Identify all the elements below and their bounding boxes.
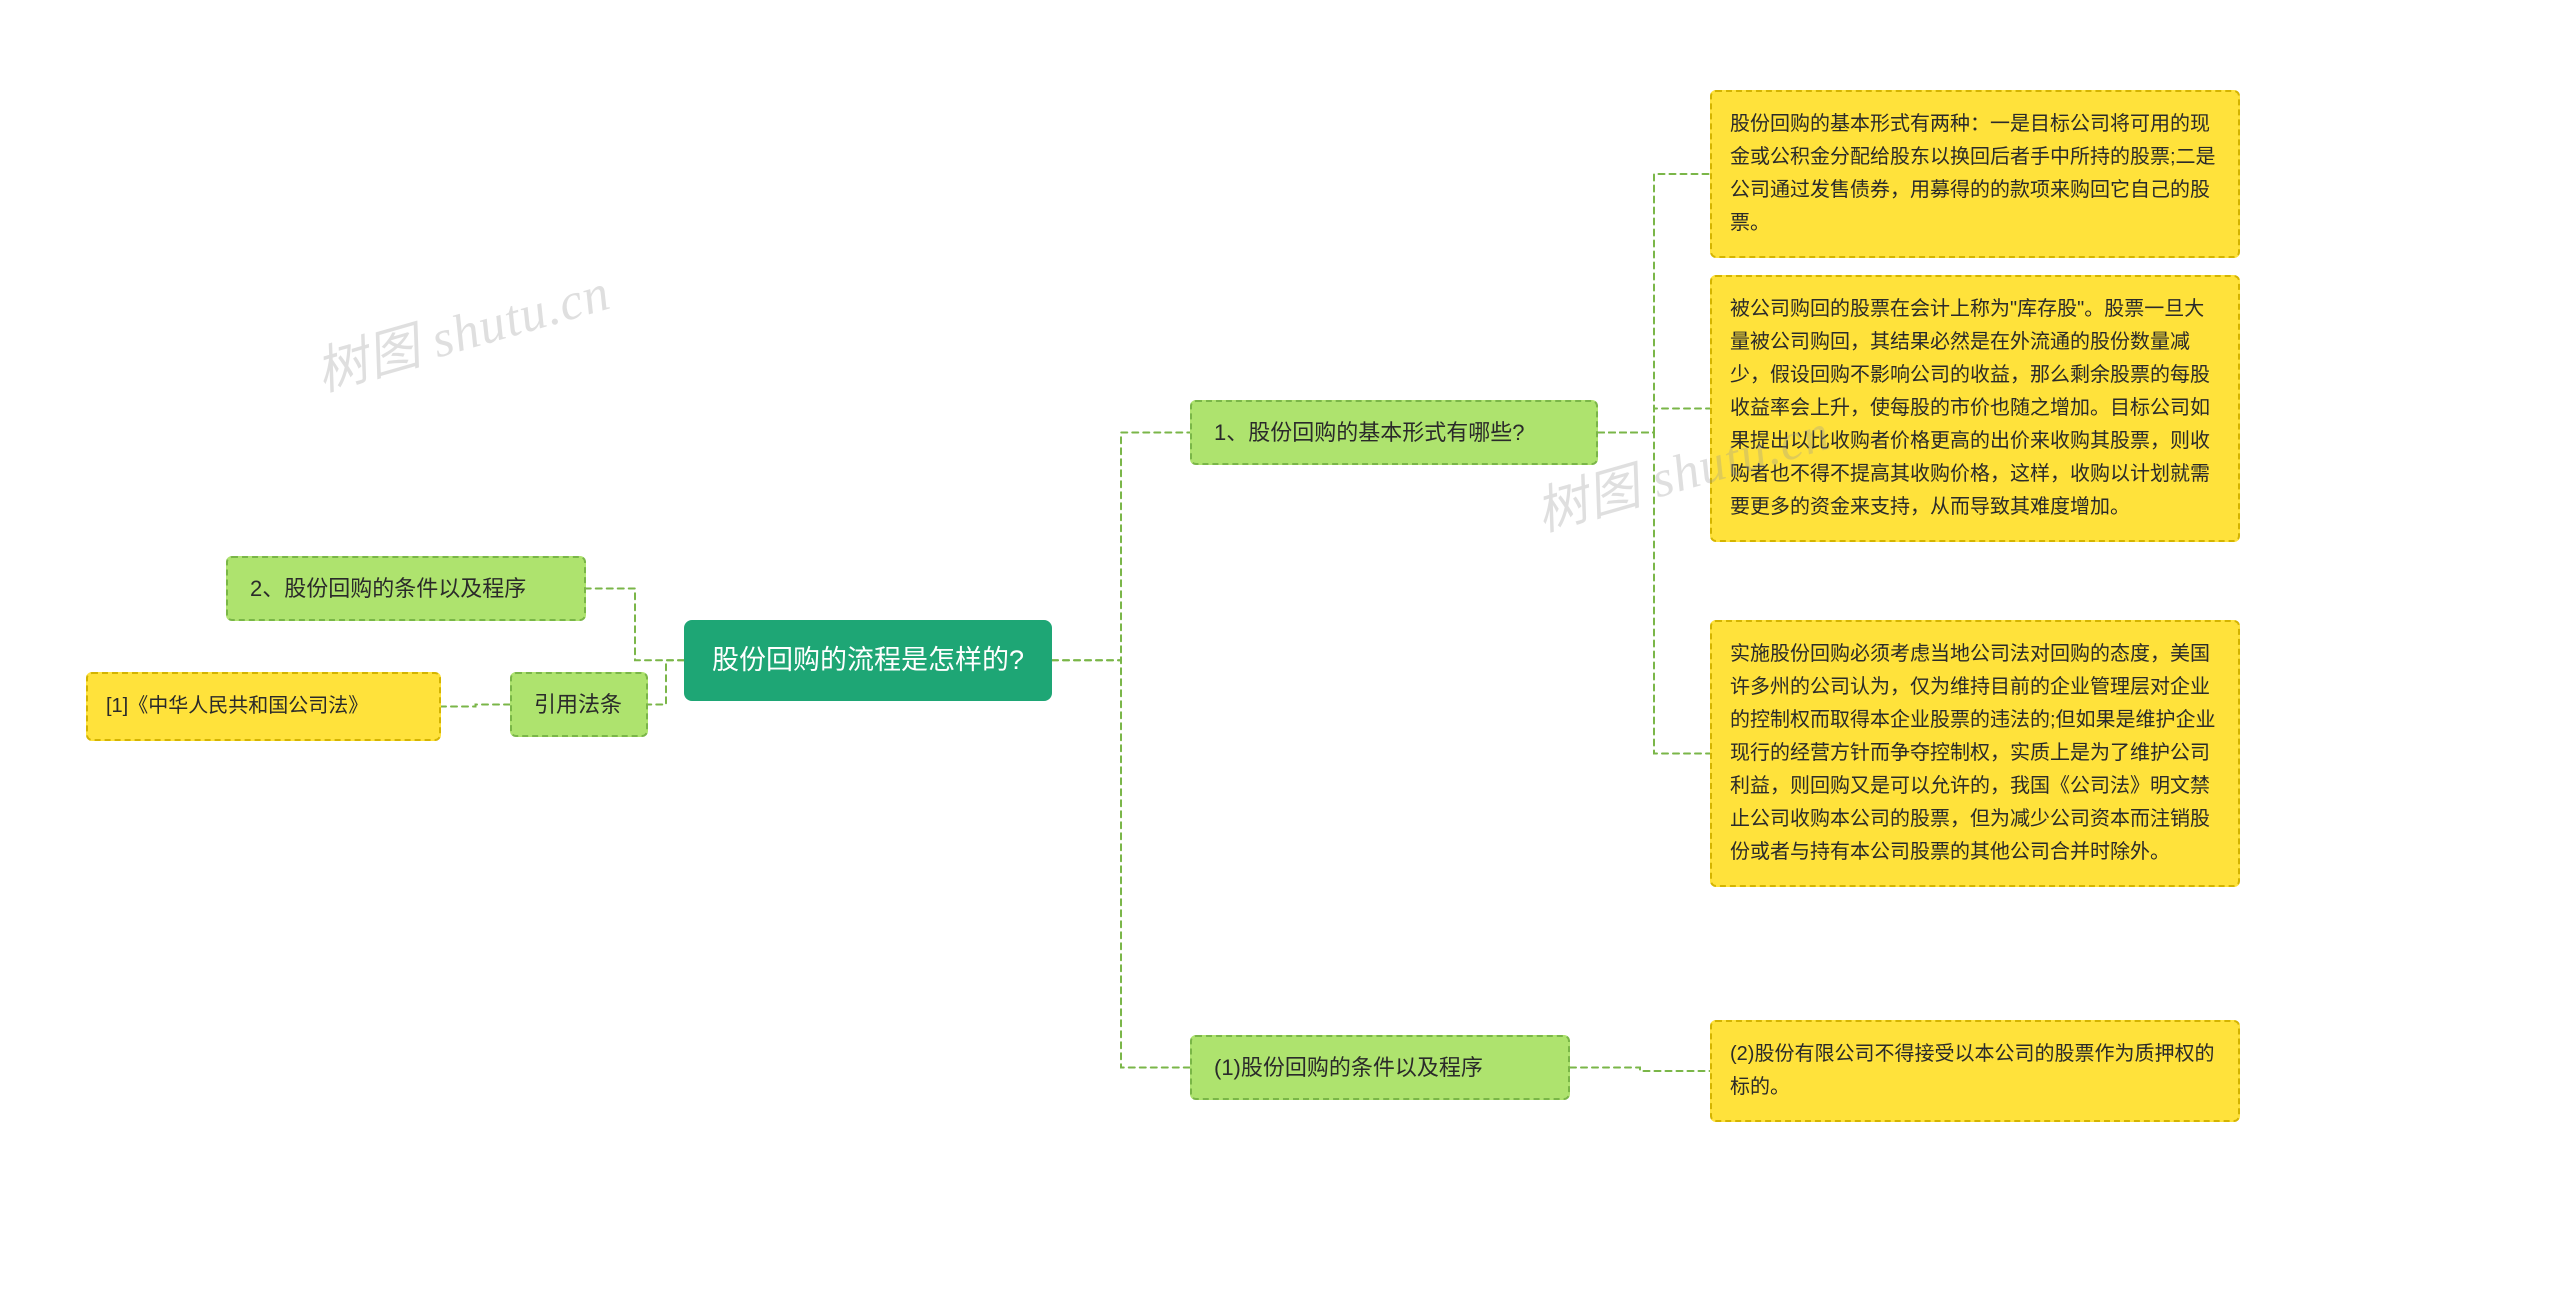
watermark-text: 树图 shutu.cn [306,250,618,406]
leaf-company-law-citation: [1]《中华人民共和国公司法》 [86,672,441,741]
leaf-pledge-restriction: (2)股份有限公司不得接受以本公司的股票作为质押权的标的。 [1710,1020,2240,1122]
node-conditions-procedures[interactable]: 2、股份回购的条件以及程序 [226,556,586,621]
leaf-basic-forms-desc-1: 股份回购的基本形式有两种：一是目标公司将可用的现金或公积金分配给股东以换回后者手… [1710,90,2240,258]
node-basic-forms[interactable]: 1、股份回购的基本形式有哪些? [1190,400,1598,465]
leaf-basic-forms-desc-3: 实施股份回购必须考虑当地公司法对回购的态度，美国许多州的公司认为，仅为维持目前的… [1710,620,2240,887]
leaf-basic-forms-desc-2: 被公司购回的股票在会计上称为"库存股"。股票一旦大量被公司购回，其结果必然是在外… [1710,275,2240,542]
node-cited-laws[interactable]: 引用法条 [510,672,648,737]
root-node[interactable]: 股份回购的流程是怎样的? [684,620,1052,701]
node-conditions-procedures-sub[interactable]: (1)股份回购的条件以及程序 [1190,1035,1570,1100]
